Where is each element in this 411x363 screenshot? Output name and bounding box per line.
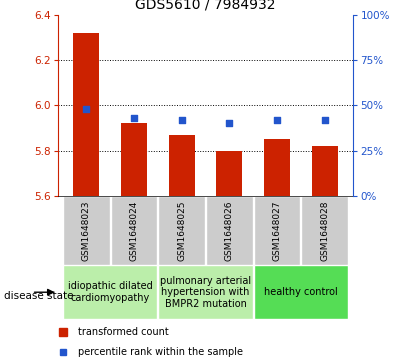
Bar [301, 196, 348, 265]
Bar [158, 265, 253, 319]
Bar [121, 123, 147, 196]
Text: GSM1648023: GSM1648023 [82, 200, 91, 261]
Bar [169, 135, 195, 196]
Bar [312, 146, 338, 196]
Point [321, 117, 328, 123]
Point [178, 117, 185, 123]
Bar [254, 196, 300, 265]
Text: GSM1648026: GSM1648026 [225, 200, 234, 261]
Text: GSM1648027: GSM1648027 [272, 200, 282, 261]
Text: transformed count: transformed count [78, 327, 169, 337]
Bar [63, 265, 157, 319]
Text: percentile rank within the sample: percentile rank within the sample [78, 347, 243, 357]
Text: disease state: disease state [4, 291, 74, 301]
Bar [158, 196, 205, 265]
Bar [63, 196, 110, 265]
Bar [264, 139, 290, 196]
Bar [254, 265, 348, 319]
Bar [111, 196, 157, 265]
Point [131, 115, 137, 121]
Bar [73, 33, 99, 196]
Text: GSM1648028: GSM1648028 [320, 200, 329, 261]
Text: idiopathic dilated
cardiomyopathy: idiopathic dilated cardiomyopathy [68, 281, 152, 303]
Text: GSM1648025: GSM1648025 [177, 200, 186, 261]
Point [274, 117, 280, 123]
Text: healthy control: healthy control [264, 287, 338, 297]
Text: GSM1648024: GSM1648024 [129, 200, 139, 261]
Title: GDS5610 / 7984932: GDS5610 / 7984932 [135, 0, 276, 12]
Bar [216, 151, 242, 196]
Bar [206, 196, 253, 265]
Point [226, 121, 233, 126]
Point [83, 106, 90, 112]
Text: pulmonary arterial
hypertension with
BMPR2 mutation: pulmonary arterial hypertension with BMP… [160, 276, 251, 309]
